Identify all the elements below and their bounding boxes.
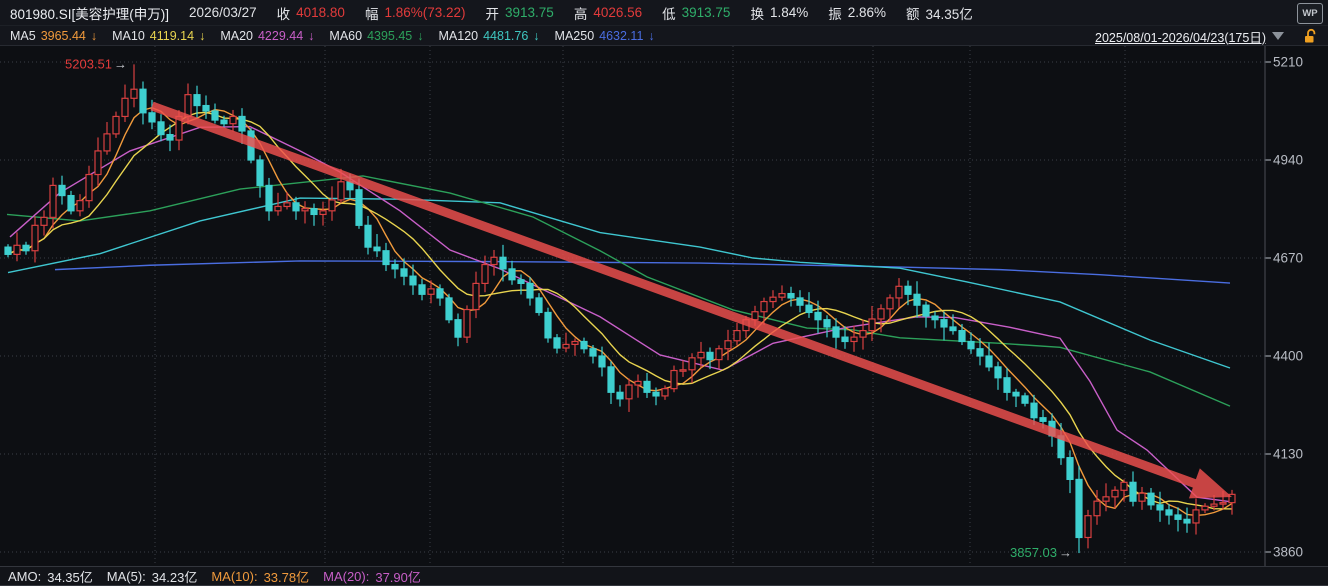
svg-text:5203.51: 5203.51: [65, 56, 112, 71]
chart-area: 5210 4940 4670 4400 4130 3860 5203.51 → 3857.03 →: [0, 46, 1328, 566]
down-arrow-icon: ↓: [533, 28, 540, 43]
current-date: 2026/03/27: [189, 5, 257, 20]
svg-text:4400: 4400: [1273, 349, 1303, 364]
open-value: 3913.75: [505, 5, 554, 20]
title-bar: 801980.SI[美容护理(申万)] 2026/03/27 收 4018.80…: [0, 0, 1328, 26]
ma250-readout: MA250 4632.11 ↓: [554, 28, 655, 43]
ma-indicator-bar: MA5 3965.44 ↓ MA10 4119.14 ↓ MA20 4229.4…: [0, 26, 1328, 46]
svg-text:4670: 4670: [1273, 251, 1303, 266]
turnover-value: 1.84%: [769, 5, 809, 20]
field-close: 收 4018.80: [276, 5, 345, 22]
symbol-name[interactable]: 801980.SI[美容护理(申万)]: [10, 6, 170, 22]
low-value: 3913.75: [681, 5, 731, 20]
svg-text:4130: 4130: [1273, 447, 1303, 462]
amo-ma5-readout: MA(5): 34.23亿: [106, 568, 198, 585]
field-amplitude: 振 2.86%: [828, 5, 886, 22]
down-arrow-icon: ↓: [417, 28, 424, 43]
date-range-label[interactable]: 2025/08/01-2026/04/23(175日): [1095, 30, 1266, 45]
chevron-down-icon[interactable]: [1272, 32, 1284, 40]
ma120-readout: MA120 4481.76 ↓: [438, 28, 540, 43]
down-arrow-icon: ↓: [308, 28, 315, 43]
svg-text:→: →: [114, 56, 127, 71]
field-turnover: 换 1.84%: [750, 5, 809, 22]
down-arrow-icon: ↓: [199, 28, 206, 43]
field-high: 高 4026.56: [573, 5, 643, 22]
amplitude-value: 2.86%: [847, 5, 886, 20]
svg-text:3857.03: 3857.03: [1010, 545, 1057, 560]
amo-ma10-readout: MA(10): 33.78亿: [211, 568, 310, 585]
svg-text:→: →: [1059, 545, 1072, 560]
amo-readout: AMO: 34.35亿: [8, 568, 93, 585]
ma5-readout: MA5 3965.44 ↓: [10, 28, 98, 43]
ma20-readout: MA20 4229.44 ↓: [220, 28, 315, 43]
wp-monitor-icon[interactable]: WP: [1297, 3, 1323, 24]
down-arrow-icon: ↓: [648, 28, 655, 43]
field-amount: 额 34.35亿: [906, 3, 973, 23]
down-arrow-icon: ↓: [90, 28, 98, 43]
amount-indicator-bar: AMO: 34.35亿 MA(5): 34.23亿 MA(10): 33.78亿…: [0, 566, 1328, 586]
ma60-readout: MA60 4395.45 ↓: [329, 28, 424, 43]
high-value: 4026.56: [593, 5, 643, 20]
close-value: 4018.80: [296, 5, 345, 20]
field-change: 幅 1.86%(73.22): [364, 5, 466, 22]
change-value: 1.86%(73.22): [384, 5, 466, 20]
unlock-icon[interactable]: [1302, 28, 1318, 44]
amount-value: 34.35亿: [925, 6, 973, 22]
field-low: 低 3913.75: [662, 5, 731, 22]
field-open: 开 3913.75: [485, 5, 554, 22]
amo-ma20-readout: MA(20): 37.90亿: [323, 568, 421, 585]
svg-text:3860: 3860: [1273, 545, 1303, 560]
date-range-selector[interactable]: 2025/08/01-2026/04/23(175日): [1095, 26, 1284, 46]
svg-text:5210: 5210: [1273, 55, 1303, 70]
ma10-readout: MA10 4119.14 ↓: [112, 28, 206, 43]
svg-text:4940: 4940: [1273, 153, 1303, 168]
